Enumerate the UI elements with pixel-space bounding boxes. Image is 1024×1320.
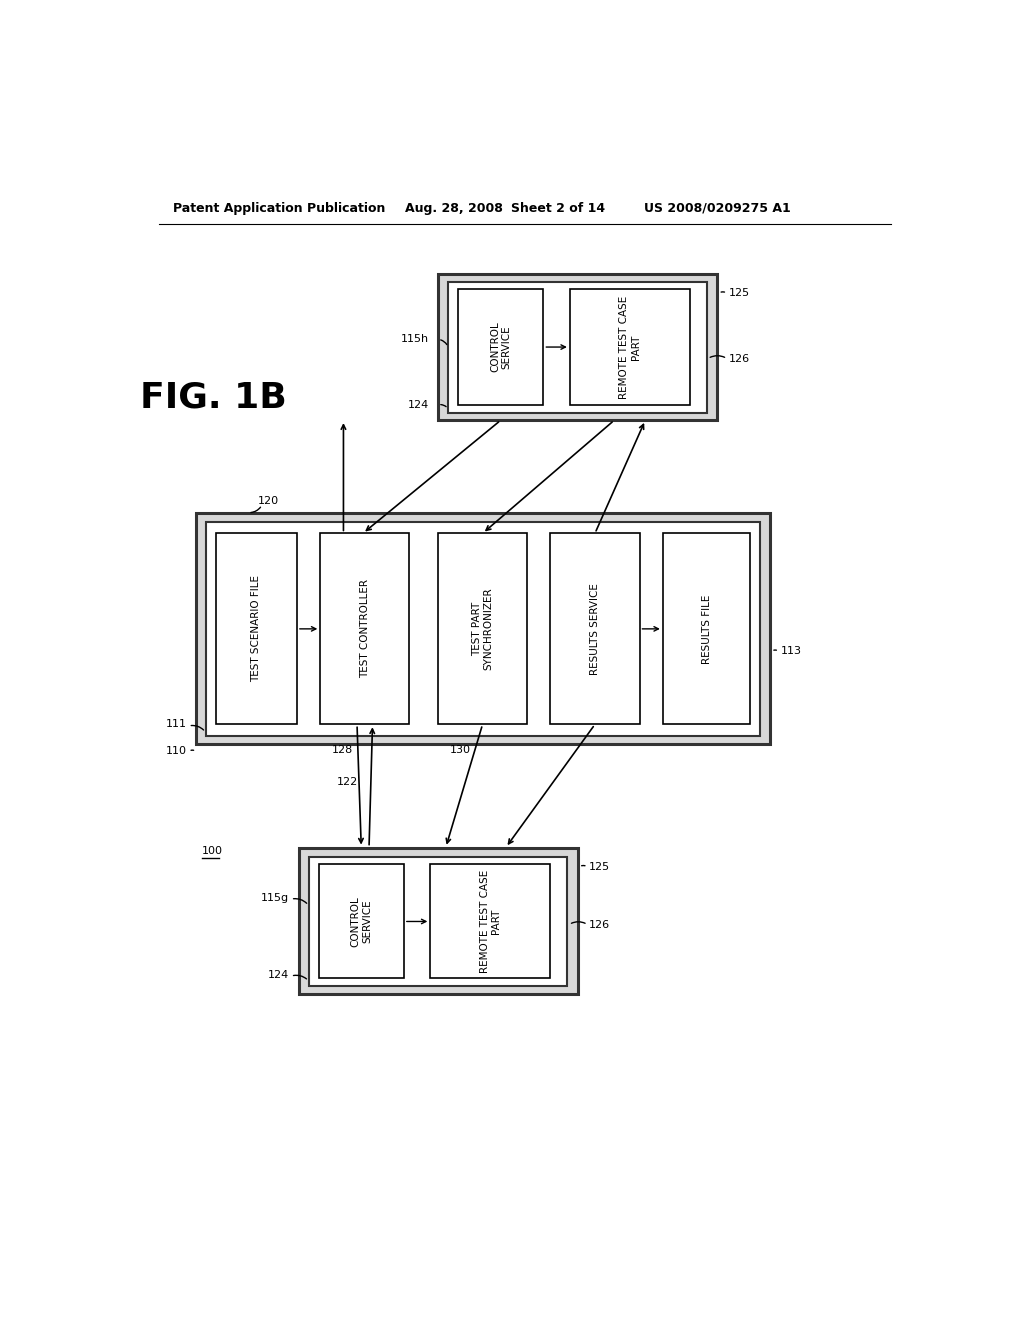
Text: TEST SCENARIO FILE: TEST SCENARIO FILE [251,576,261,682]
Text: 100: 100 [202,846,222,857]
Text: 122: 122 [337,777,358,787]
Text: Sheet 2 of 14: Sheet 2 of 14 [511,202,605,215]
Text: 125: 125 [589,862,610,871]
Bar [449,281,707,413]
Text: 128: 128 [332,744,353,755]
Text: TEST PART
SYNCHRONIZER: TEST PART SYNCHRONIZER [472,587,494,671]
Text: 124: 124 [268,970,289,979]
Text: REMOTE TEST CASE
PART: REMOTE TEST CASE PART [620,296,641,399]
Text: CONTROL
SERVICE: CONTROL SERVICE [350,896,372,946]
Bar [321,533,410,725]
Text: 126: 126 [729,354,750,363]
Text: 120: 120 [258,496,280,506]
Bar [318,865,403,978]
Text: RESULTS SERVICE: RESULTS SERVICE [590,583,600,675]
Bar [216,533,297,725]
Text: 111: 111 [166,719,187,730]
Text: FIG. 1B: FIG. 1B [140,380,287,414]
Text: 125: 125 [729,288,750,298]
Bar [663,533,751,725]
Bar [569,289,690,405]
Bar [308,857,567,986]
Text: 124: 124 [408,400,429,409]
Text: CONTROL
SERVICE: CONTROL SERVICE [489,322,512,372]
Bar [206,521,761,737]
Bar [550,533,640,725]
Bar [438,533,527,725]
Text: 110: 110 [166,746,187,756]
Text: RESULTS FILE: RESULTS FILE [701,594,712,664]
Text: 115g: 115g [261,892,289,903]
Bar [430,865,550,978]
Text: 126: 126 [589,920,610,929]
Text: 115h: 115h [400,334,429,345]
Text: Patent Application Publication: Patent Application Publication [173,202,385,215]
Text: US 2008/0209275 A1: US 2008/0209275 A1 [644,202,791,215]
Bar [197,512,770,743]
Bar [299,847,578,994]
Text: 130: 130 [450,744,471,755]
Text: REMOTE TEST CASE
PART: REMOTE TEST CASE PART [479,870,501,973]
Bar [458,289,544,405]
Text: TEST CONTROLLER: TEST CONTROLLER [359,579,370,678]
Bar [438,275,717,420]
Text: Aug. 28, 2008: Aug. 28, 2008 [404,202,503,215]
Text: 113: 113 [780,647,802,656]
